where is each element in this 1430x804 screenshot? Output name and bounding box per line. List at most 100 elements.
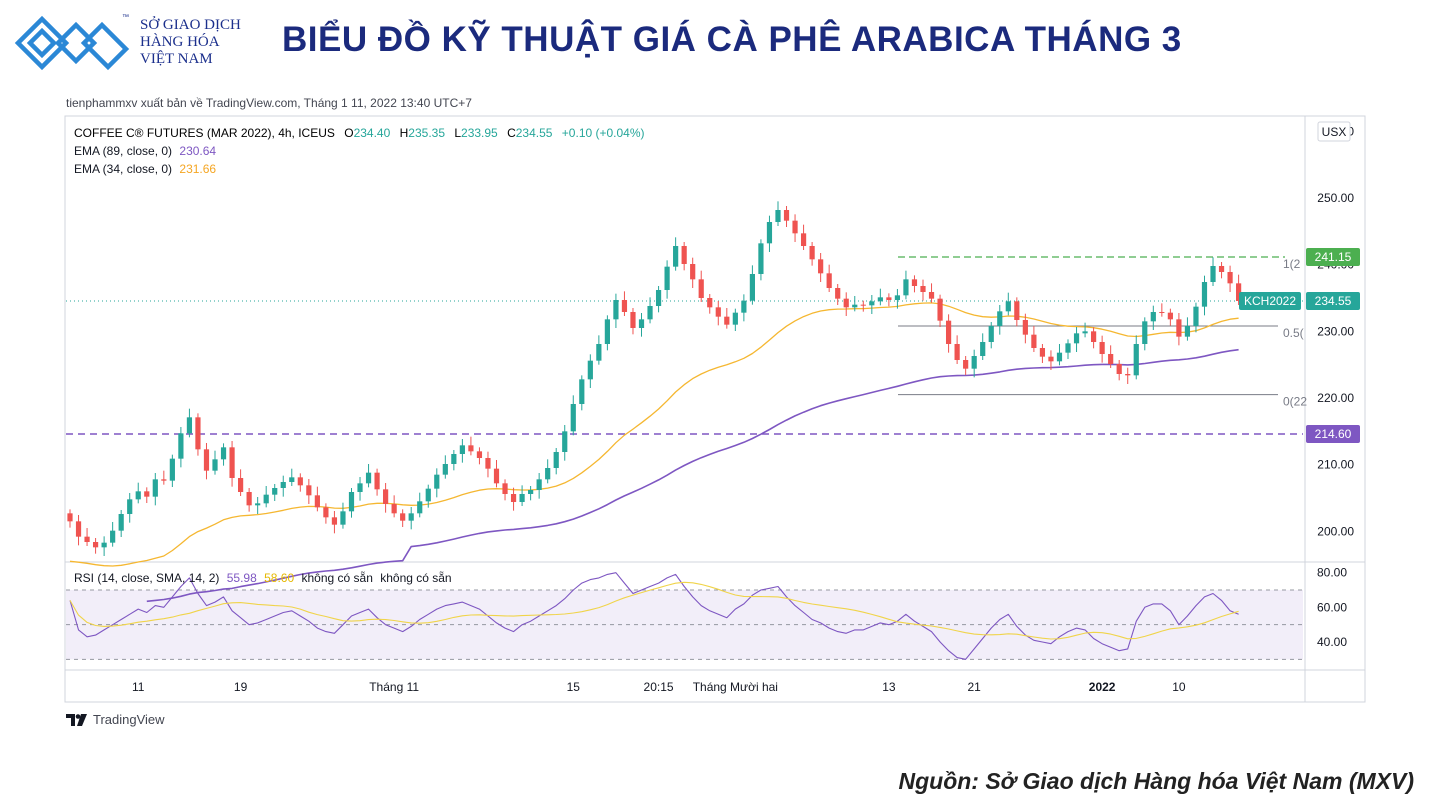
logo-text: SỞ GIAO DỊCH HÀNG HÓA VIỆT NAM (140, 17, 241, 68)
candle-body (246, 492, 252, 506)
tradingview-brand[interactable]: TradingView (66, 712, 165, 727)
candle-body (758, 243, 764, 274)
candle-body (255, 503, 261, 506)
legend-l-label: L (454, 126, 461, 140)
candle-body (698, 279, 704, 298)
candle-body (297, 477, 303, 486)
fib-label-fib-0: 0(22 (1283, 395, 1307, 409)
time-tick-label: Tháng Mười hai (693, 680, 778, 694)
candle-body (911, 279, 918, 286)
price-tick-label: 220.00 (1317, 391, 1354, 405)
candle-body (1031, 334, 1037, 348)
candle-body (383, 489, 389, 504)
candle-body (357, 483, 363, 492)
candle-body (340, 511, 346, 525)
candle-body (229, 447, 235, 478)
candle-body (348, 492, 355, 512)
time-tick-label: 15 (567, 680, 581, 694)
candle-body (408, 513, 414, 521)
candle-body (451, 454, 457, 464)
candle-body (690, 264, 696, 280)
candle-body (1082, 331, 1088, 334)
fib-top-price-tag-label: 241.15 (1315, 250, 1352, 264)
candle-body (1210, 266, 1216, 282)
legend-ema89-value: 230.64 (179, 144, 216, 158)
candle-body (1073, 333, 1080, 344)
support-price-tag-bg (1306, 425, 1360, 443)
ema89-line (146, 348, 1239, 603)
candle-body (971, 356, 977, 369)
candle-body (220, 447, 227, 460)
candle-body (545, 468, 551, 480)
candle-body (945, 320, 952, 344)
candle-body (707, 298, 713, 308)
candle-body (442, 464, 448, 475)
rsi-tick-label: 60.00 (1317, 600, 1347, 614)
candle-body (562, 431, 568, 452)
currency-box[interactable] (1317, 121, 1351, 142)
candle-body (391, 504, 397, 514)
time-tick-label: 10 (1172, 680, 1186, 694)
candles (67, 201, 1242, 556)
candle-body (238, 478, 244, 492)
candle-body (1056, 352, 1063, 362)
candle-body (425, 488, 431, 502)
ticker-tag-label: KCH2022 (1244, 294, 1296, 308)
candle-body (331, 517, 338, 525)
candle-body (127, 499, 133, 514)
candle-body (306, 485, 312, 496)
candle-body (468, 445, 474, 452)
logo-line-1: SỞ GIAO DỊCH (140, 17, 241, 33)
candle-body (681, 246, 687, 264)
candle-body (101, 542, 107, 548)
legend-rsi-value: 55.98 (227, 571, 257, 585)
candle-body (1133, 344, 1139, 376)
time-tick-label: 2022 (1089, 680, 1116, 694)
candle-body (655, 290, 662, 306)
candle-body (1227, 272, 1233, 284)
candle-body (954, 344, 960, 360)
candle-body (963, 360, 969, 369)
rsi-line (69, 572, 1239, 660)
candle-body (1176, 319, 1182, 337)
candle-body (809, 246, 815, 260)
candle-body (485, 458, 491, 469)
candle-body (178, 433, 184, 459)
candle-body (818, 259, 824, 274)
candle-body (783, 210, 790, 221)
page-title: BIỂU ĐỒ KỸ THUẬT GIÁ CÀ PHÊ ARABICA THÁN… (282, 20, 1182, 59)
rsi-tick-label: 40.00 (1317, 635, 1347, 649)
candle-body (604, 319, 610, 344)
candle-body (800, 233, 807, 246)
legend-rsi-ma-value: 58.60 (264, 571, 294, 585)
time-axis: 11 19 Tháng 11 15 20:15 Tháng Mười hai 13 21 202… (132, 680, 1186, 694)
candle-body (365, 472, 372, 484)
legend-o-value: 234.40 (354, 126, 391, 140)
candle-body (1142, 321, 1148, 344)
candle-body (1108, 354, 1114, 364)
ema-lines (69, 302, 1239, 603)
candle-body (161, 479, 167, 481)
candle-body (493, 468, 500, 484)
legend-symbol-row: COFFEE C® FUTURES (MAR 2022), 4h, ICEUS … (74, 126, 645, 140)
legend-rsi-label: RSI (14, close, SMA, 14, 2) (74, 571, 219, 585)
candle-body (894, 295, 901, 300)
price-tick-label: 230.00 (1317, 324, 1354, 338)
candle-body (664, 266, 670, 290)
legend-ema34-row: EMA (34, close, 0) 231.66 (74, 162, 216, 176)
candle-body (937, 298, 943, 321)
candle-body (621, 300, 628, 312)
ema34-line (69, 302, 1239, 567)
legend-ema34-label: EMA (34, close, 0) (74, 162, 172, 176)
candle-body (118, 514, 124, 531)
candle-body (1184, 326, 1191, 337)
legend-h-value: 235.35 (408, 126, 445, 140)
candle-body (1218, 266, 1225, 272)
candle-body (843, 298, 849, 308)
candle-body (152, 479, 158, 497)
last-price-tag-label: 234.55 (1315, 294, 1352, 308)
time-tick-label: 11 (132, 680, 145, 694)
rsi-tick-label: 80.00 (1317, 566, 1347, 580)
price-tick-label: 250.00 (1317, 191, 1354, 205)
